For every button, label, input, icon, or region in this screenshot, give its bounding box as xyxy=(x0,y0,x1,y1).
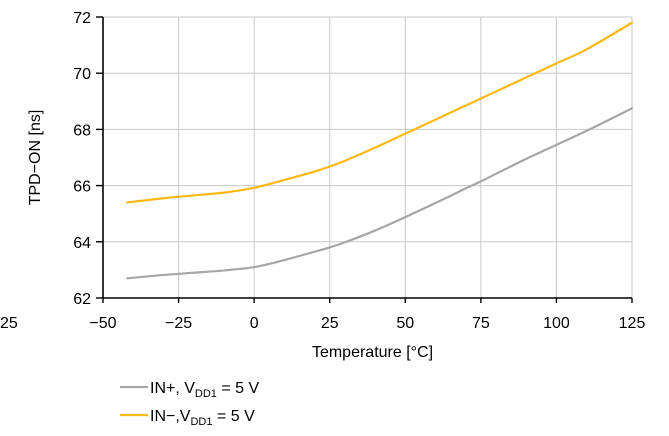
legend-label-1: IN−,VDD1 = 5 V xyxy=(150,408,255,428)
y-tick-label-2: 66 xyxy=(73,179,91,196)
x-tick-label-0: −50 xyxy=(89,315,116,332)
y-tick-label-5: 72 xyxy=(73,10,91,27)
y-axis-title: TPD−ON [ns] xyxy=(27,110,44,206)
x-tick-label-3: 25 xyxy=(321,315,339,332)
x-tick-label-7: 125 xyxy=(619,315,646,332)
x-tick-label-4: 50 xyxy=(396,315,414,332)
y-tick-label-4: 70 xyxy=(73,66,91,83)
y-tick-label-1: 64 xyxy=(73,235,91,252)
x-tick-label-6: 100 xyxy=(543,315,570,332)
x-tick-label-1: −25 xyxy=(165,315,192,332)
x-tick-label-5: 75 xyxy=(472,315,490,332)
series-line-1 xyxy=(126,21,634,204)
legend-label-0: IN+, VDD1 = 5 V xyxy=(150,380,260,400)
x-tick-label-2: 0 xyxy=(250,315,259,332)
y-tick-label-0: 62 xyxy=(73,291,91,308)
stray-tick-label: 25 xyxy=(0,315,18,332)
y-tick-label-3: 68 xyxy=(73,122,91,139)
x-axis-title: Temperature [°C] xyxy=(312,344,433,361)
series-line-0 xyxy=(126,107,634,280)
